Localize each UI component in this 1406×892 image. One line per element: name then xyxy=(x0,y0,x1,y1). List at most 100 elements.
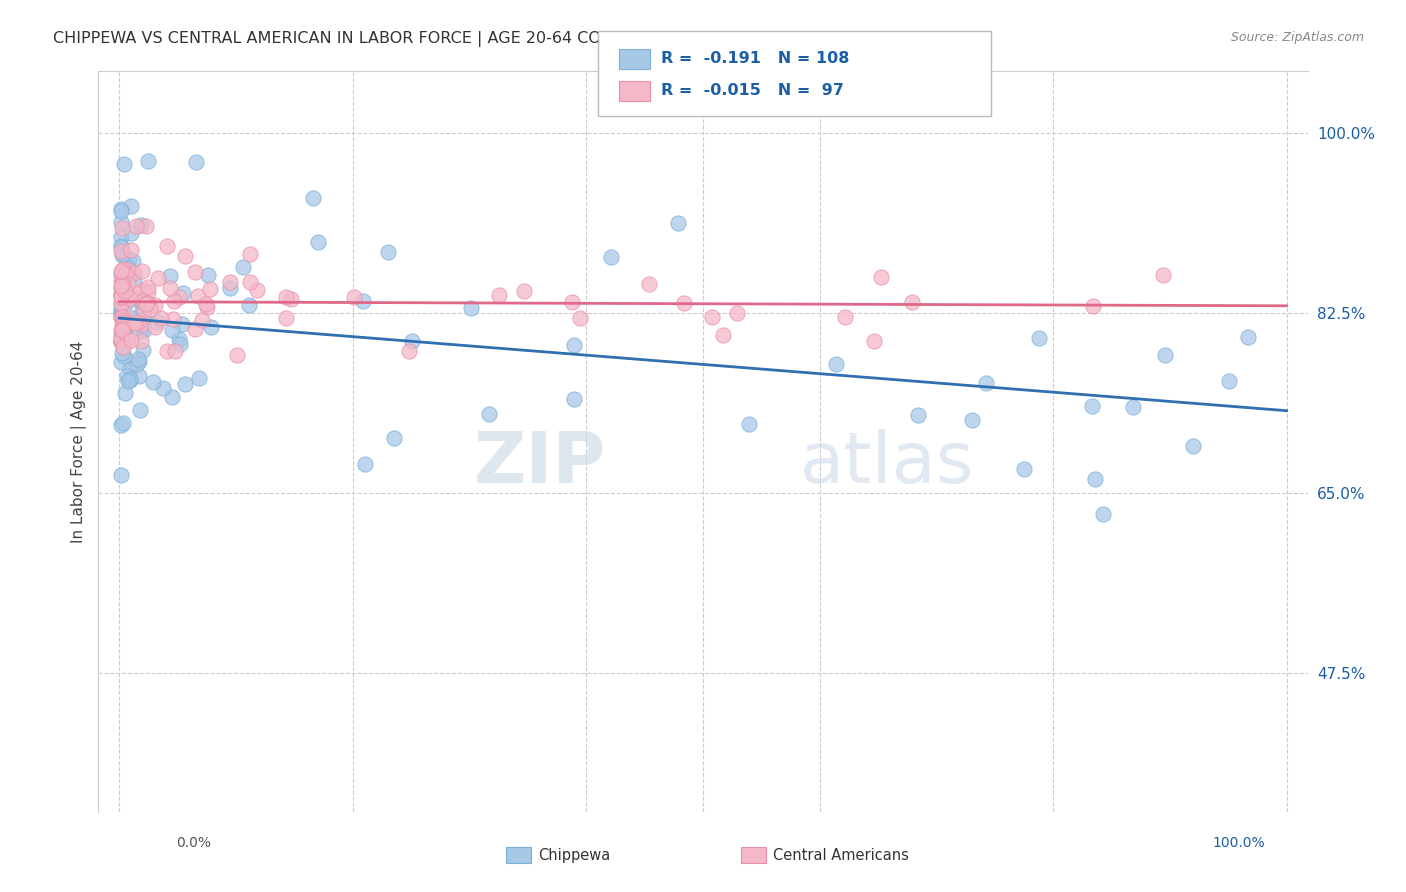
Point xyxy=(110,302,132,317)
Point xyxy=(136,280,159,294)
Point xyxy=(120,333,142,347)
Point xyxy=(110,203,132,218)
Point xyxy=(117,277,139,291)
Point xyxy=(711,328,734,343)
Point xyxy=(129,317,152,331)
Point xyxy=(398,343,420,358)
Point xyxy=(114,267,136,281)
Point xyxy=(834,310,856,324)
Point xyxy=(110,230,132,244)
Point xyxy=(738,417,761,432)
Point xyxy=(114,385,136,400)
Point xyxy=(167,332,190,346)
Point xyxy=(110,334,132,349)
Point xyxy=(111,323,134,337)
Point xyxy=(191,313,214,327)
Point xyxy=(110,240,132,254)
Point xyxy=(1152,268,1174,282)
Point xyxy=(562,392,585,406)
Point xyxy=(120,198,142,212)
Point xyxy=(131,294,153,309)
Point xyxy=(112,312,135,326)
Point xyxy=(112,247,135,261)
Text: 100.0%: 100.0% xyxy=(1213,836,1265,850)
Point xyxy=(110,332,132,346)
Point xyxy=(110,304,132,318)
Point xyxy=(115,335,138,350)
Point xyxy=(146,270,169,285)
Text: Source: ZipAtlas.com: Source: ZipAtlas.com xyxy=(1230,31,1364,45)
Point xyxy=(115,368,138,383)
Point xyxy=(488,288,510,302)
Point xyxy=(160,390,183,404)
Point xyxy=(124,219,146,233)
Point xyxy=(1012,462,1035,476)
Text: atlas: atlas xyxy=(800,429,974,499)
Point xyxy=(128,369,150,384)
Point xyxy=(167,290,190,304)
Point xyxy=(122,253,145,268)
Y-axis label: In Labor Force | Age 20-64: In Labor Force | Age 20-64 xyxy=(72,341,87,542)
Point xyxy=(401,334,423,348)
Point xyxy=(274,311,297,326)
Point xyxy=(110,296,132,310)
Point xyxy=(110,468,132,483)
Point xyxy=(162,312,184,326)
Point xyxy=(184,322,207,336)
Point xyxy=(159,280,181,294)
Point xyxy=(280,292,302,306)
Point xyxy=(246,284,269,298)
Point xyxy=(1122,400,1144,414)
Point xyxy=(568,311,591,326)
Text: 0.0%: 0.0% xyxy=(176,836,211,850)
Point xyxy=(121,311,143,326)
Point xyxy=(110,323,132,337)
Point xyxy=(142,375,165,389)
Point xyxy=(136,296,159,310)
Point xyxy=(129,402,152,417)
Point xyxy=(135,297,157,311)
Point xyxy=(128,354,150,368)
Text: R =  -0.191   N = 108: R = -0.191 N = 108 xyxy=(661,52,849,66)
Point xyxy=(120,243,142,257)
Point xyxy=(110,289,132,303)
Point xyxy=(110,289,132,303)
Point xyxy=(637,277,659,291)
Point xyxy=(1237,330,1260,344)
Point xyxy=(129,324,152,338)
Point xyxy=(125,357,148,371)
Point xyxy=(169,337,191,351)
Point xyxy=(226,348,249,362)
Point xyxy=(352,294,374,309)
Point xyxy=(120,266,142,280)
Point xyxy=(129,306,152,320)
Point xyxy=(112,349,135,363)
Point xyxy=(824,357,846,371)
Point xyxy=(600,250,623,264)
Point xyxy=(112,326,135,341)
Point xyxy=(184,155,207,169)
Point xyxy=(117,374,139,388)
Point xyxy=(111,277,134,291)
Point xyxy=(124,316,146,330)
Point xyxy=(127,351,149,366)
Point xyxy=(110,418,132,433)
Point xyxy=(136,154,159,169)
Point xyxy=(110,267,132,281)
Point xyxy=(974,376,997,391)
Point xyxy=(136,285,159,299)
Point xyxy=(195,301,218,315)
Point xyxy=(165,343,187,358)
Point xyxy=(111,316,134,330)
Point xyxy=(134,311,156,326)
Point xyxy=(117,263,139,277)
Point xyxy=(111,277,134,292)
Point xyxy=(1080,399,1102,413)
Point xyxy=(110,239,132,253)
Point xyxy=(112,323,135,337)
Point xyxy=(307,235,329,250)
Point xyxy=(901,294,924,309)
Point xyxy=(960,413,983,427)
Point xyxy=(149,311,172,326)
Point xyxy=(118,373,141,387)
